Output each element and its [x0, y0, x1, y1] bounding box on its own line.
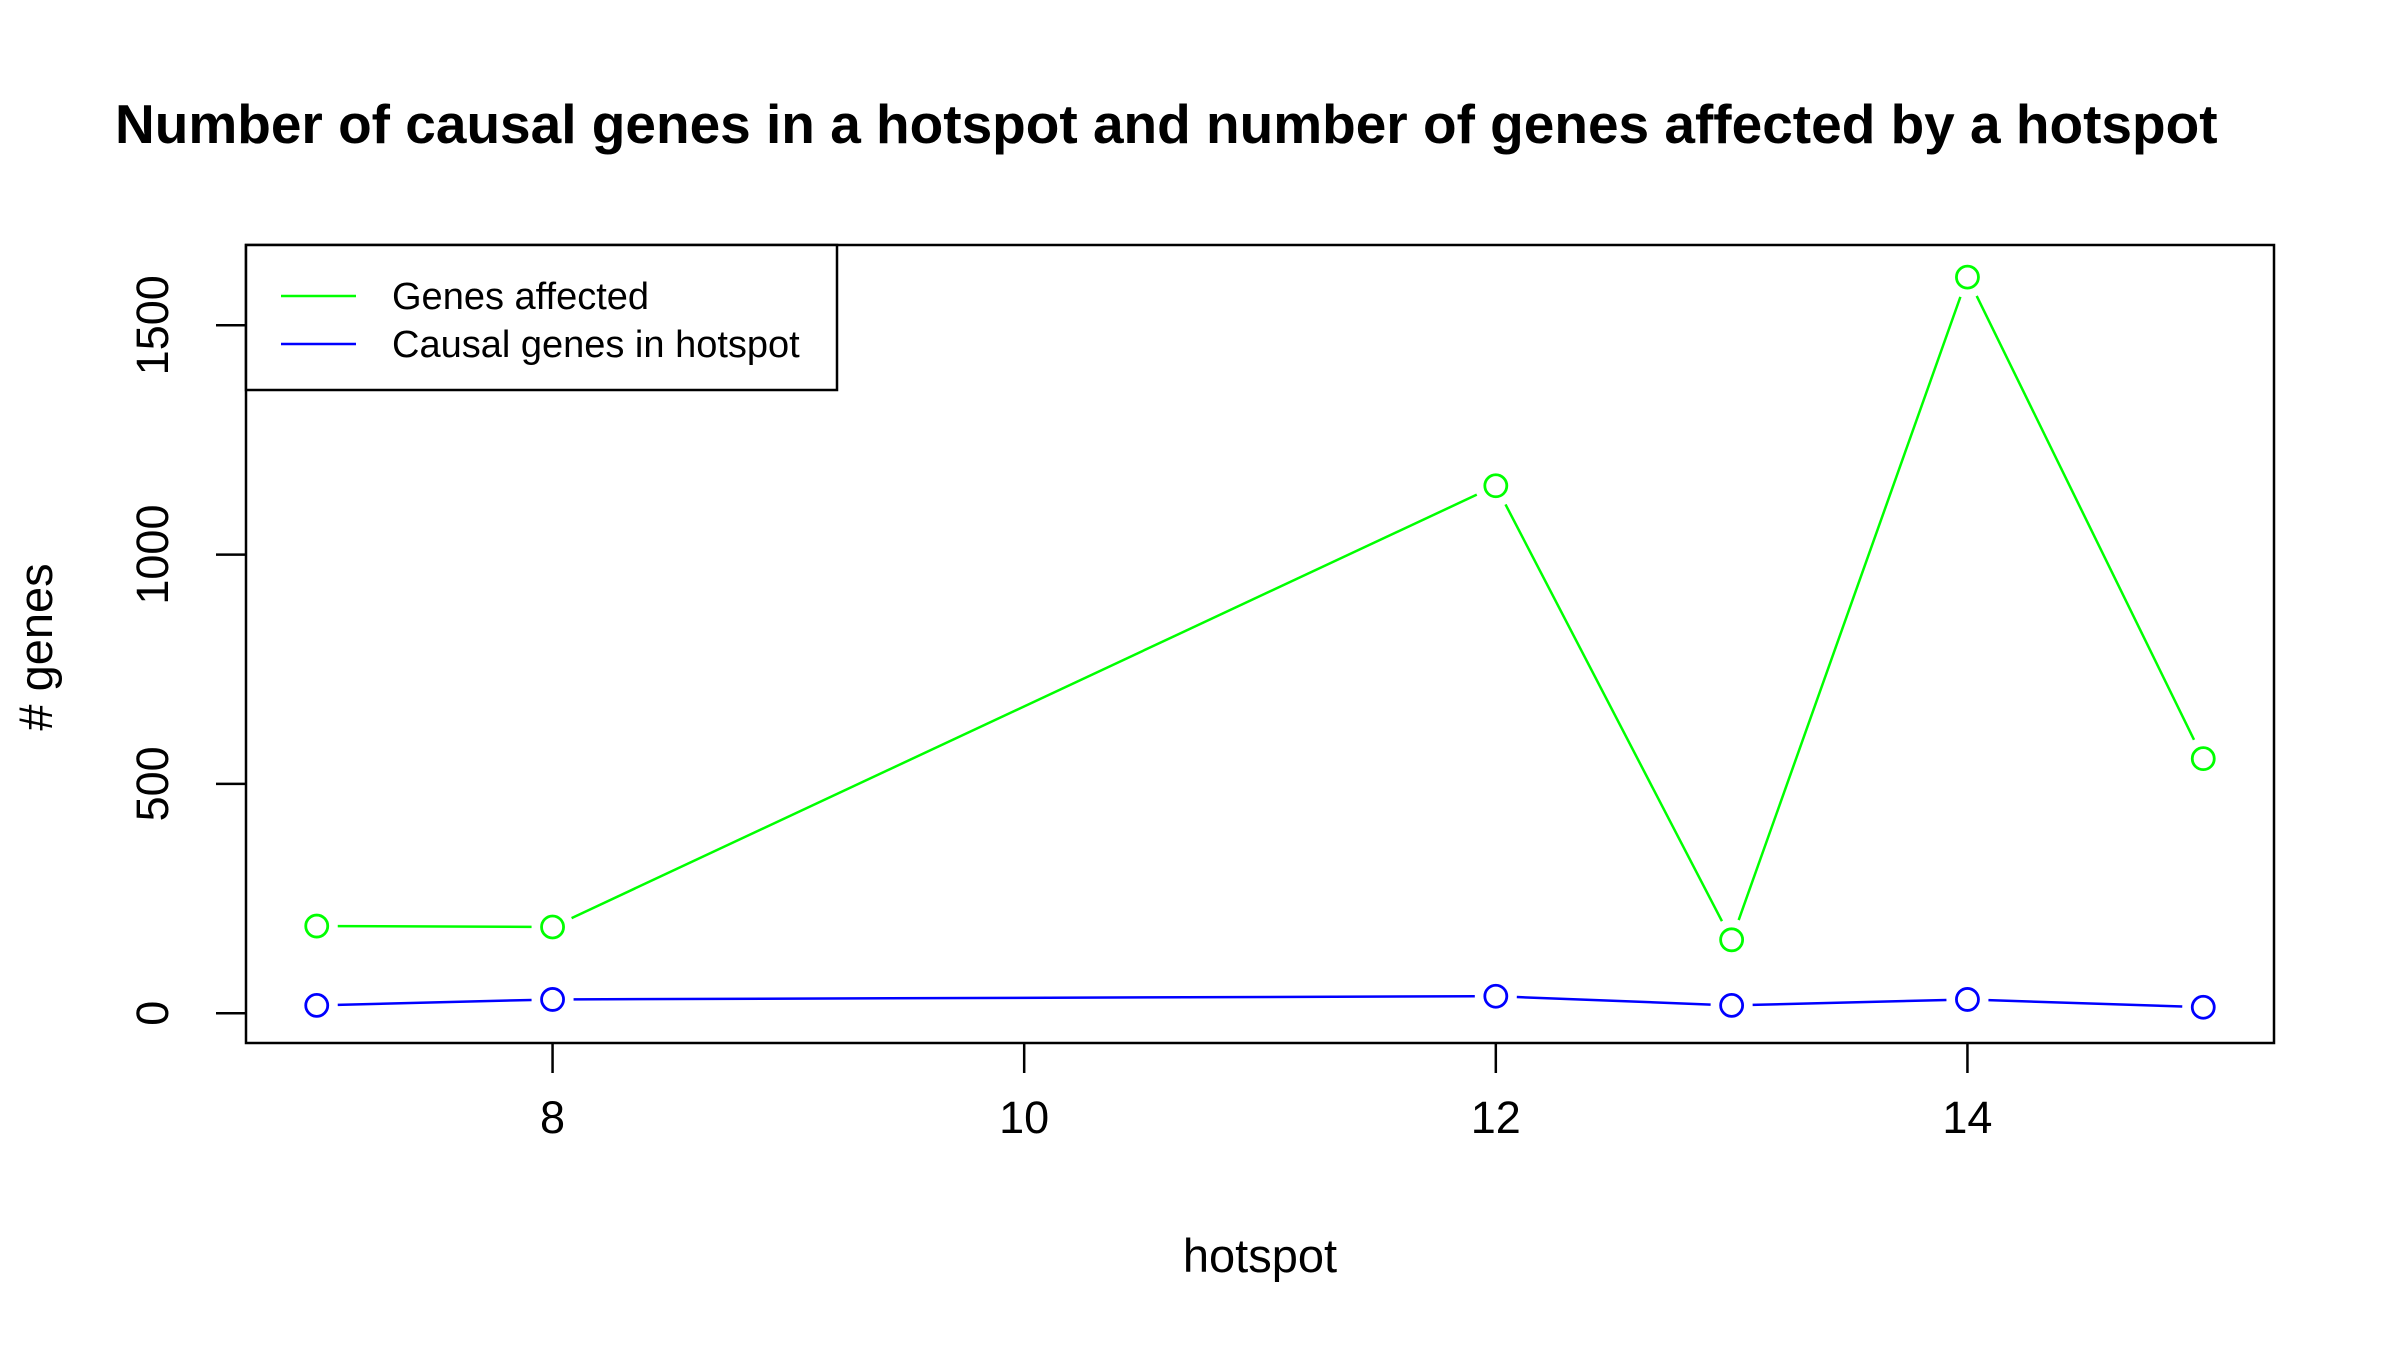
- data-point: [1955, 987, 1980, 1012]
- legend-label: Causal genes in hotspot: [392, 324, 800, 366]
- series-line-segment: [571, 493, 1478, 920]
- chart-title: Number of causal genes in a hotspot and …: [115, 93, 2218, 155]
- series-line-segment: [1988, 998, 2183, 1008]
- y-tick-label: 0: [127, 1001, 178, 1026]
- series-line-segment: [1975, 295, 2196, 741]
- series-line-segment: [337, 924, 532, 929]
- series-line-segment: [1752, 998, 1947, 1007]
- x-tick-label: 8: [540, 1092, 565, 1143]
- plot-area: 8 10 12 14 0 500 1000 1500 Genes affected Causal …: [127, 243, 2276, 1143]
- series-line-segment: [573, 995, 1475, 1001]
- x-tick-label: 10: [999, 1092, 1049, 1143]
- legend-label: Genes affected: [392, 276, 649, 318]
- plot-frame: [244, 243, 2276, 1045]
- series-line-segment: [337, 998, 532, 1007]
- data-point: [1955, 264, 1980, 290]
- x-tick-label: 14: [1942, 1092, 1992, 1143]
- data-point: [540, 987, 565, 1012]
- data-point: [1719, 927, 1745, 953]
- data-point: [304, 992, 330, 1018]
- data-point: [540, 914, 565, 940]
- data-point: [2190, 994, 2216, 1020]
- data-point: [2190, 746, 2216, 772]
- data-point: [1719, 992, 1745, 1018]
- legend-box: [244, 243, 839, 392]
- data-point: [304, 913, 330, 939]
- x-axis-label: hotspot: [1183, 1229, 1337, 1282]
- y-axis-label: # genes: [9, 563, 62, 730]
- y-tick-label: 500: [127, 746, 178, 821]
- y-tick-label: 1000: [127, 505, 178, 605]
- data-point: [1483, 473, 1509, 499]
- series-line-segment: [1504, 503, 1724, 922]
- data-point: [1483, 983, 1509, 1009]
- series-line-segment: [1737, 296, 1962, 921]
- y-tick-label: 1500: [127, 275, 178, 375]
- x-tick-label: 12: [1471, 1092, 1521, 1143]
- series-line-segment: [1516, 995, 1711, 1006]
